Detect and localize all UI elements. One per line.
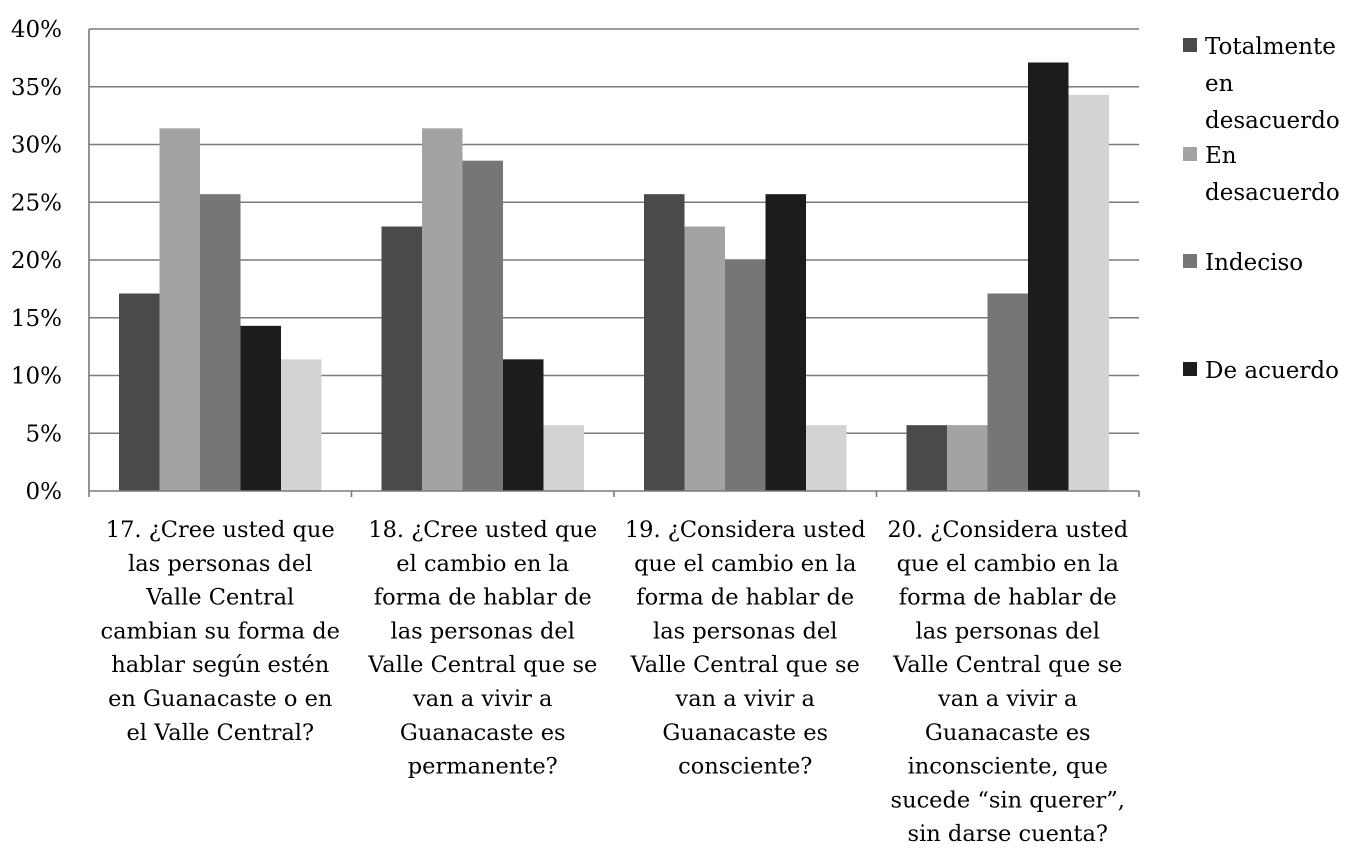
category-label: 18. ¿Cree usted que el cambio en la forma … (367, 517, 597, 780)
category-label-line: sin darse cuenta? (908, 821, 1108, 847)
category-label-line: las personas del (916, 618, 1100, 644)
category-label-line: Guanacaste es (925, 720, 1091, 746)
legend-item: Totalmente en desacuerdo (1183, 34, 1340, 134)
bar (947, 425, 988, 491)
category-label: 20. ¿Considera usted que el cambio en la f… (887, 517, 1128, 847)
axes (88, 29, 1140, 497)
y-tick-label: 20% (11, 248, 62, 274)
bar (462, 160, 503, 492)
legend-label: Indeciso (1205, 250, 1303, 276)
category-labels: 17. ¿Cree usted que las personas del Valle… (101, 517, 1129, 847)
legend-label: En desacuerdo (1205, 143, 1340, 206)
y-tick-label: 0% (26, 479, 63, 505)
legend-swatch (1183, 254, 1197, 268)
category-label-line: Valle Central (145, 585, 294, 611)
bar (543, 425, 584, 491)
legend-item: Indeciso (1183, 250, 1303, 276)
category-label-line: Valle Central que se (892, 652, 1122, 678)
category-label-line: que el cambio en la (634, 551, 856, 577)
legend-item: En desacuerdo (1183, 143, 1340, 206)
legend-label: De acuerdo (1205, 358, 1339, 384)
bar (806, 425, 847, 491)
bar (503, 359, 544, 491)
category-label-line: sucede “sin querer”, (891, 787, 1125, 813)
legend-label: Totalmente en desacuerdo (1205, 34, 1340, 134)
legend-swatch (1183, 38, 1197, 52)
category-label-line: van a vivir a (675, 686, 815, 712)
category-label-line: 18. ¿Cree usted que (368, 517, 597, 543)
category-label-line: el cambio en la (396, 551, 569, 577)
category-label-line: Guanacaste es (662, 720, 828, 746)
y-tick-label: 10% (11, 364, 62, 390)
bar (725, 260, 766, 491)
category-label-line: Valle Central que se (630, 652, 860, 678)
legend-swatch (1183, 147, 1197, 161)
category-label-line: las personas del (391, 618, 575, 644)
category-label-line: van a vivir a (937, 686, 1077, 712)
y-tick-label: 40% (11, 17, 62, 43)
category-label-line: 17. ¿Cree usted que (106, 517, 335, 543)
category-label-line: las personas del (128, 551, 312, 577)
bar (1028, 62, 1069, 492)
category-label-line: Valle Central que se (367, 652, 597, 678)
bars (119, 62, 1109, 492)
category-label-line: forma de hablar de (636, 585, 854, 611)
bar (684, 226, 725, 491)
legend-item: De acuerdo (1183, 358, 1339, 384)
legend-label-line: En (1205, 143, 1237, 169)
legend-label-line: en (1205, 71, 1234, 97)
bar (159, 128, 200, 491)
bar (644, 194, 685, 492)
category-label-line: las personas del (653, 618, 837, 644)
bar (119, 293, 160, 491)
category-label-line: van a vivir a (412, 686, 552, 712)
category-label-line: forma de hablar de (899, 585, 1117, 611)
category-label: 19. ¿Considera usted que el cambio en la f… (625, 517, 866, 780)
y-tick-label: 30% (11, 133, 62, 159)
category-label-line: en Guanacaste o en (108, 686, 332, 712)
bar (906, 425, 947, 491)
bar (765, 194, 806, 492)
legend-label-line: desacuerdo (1205, 108, 1340, 134)
legend-label-line: Indeciso (1205, 250, 1303, 276)
legend-label-line: Totalmente (1205, 34, 1336, 60)
legend: Totalmente en desacuerdo En desacuerdo Indeci… (1183, 34, 1340, 384)
category-label: 17. ¿Cree usted que las personas del Valle… (101, 517, 340, 746)
category-label-line: forma de hablar de (374, 585, 592, 611)
bar (381, 226, 422, 491)
y-axis-tick-labels: 0% 5% 10% 15% 20% 25% 30% 35% 40% (11, 17, 62, 505)
category-label-line: el Valle Central? (126, 720, 314, 746)
category-label-line: 19. ¿Considera usted (625, 517, 866, 543)
category-label-line: consciente? (678, 754, 812, 780)
bar (240, 325, 281, 491)
category-label-line: 20. ¿Considera usted (887, 517, 1128, 543)
y-tick-label: 15% (11, 306, 62, 332)
category-label-line: Guanacaste es (400, 720, 566, 746)
category-label-line: que el cambio en la (897, 551, 1119, 577)
category-label-line: hablar según estén (111, 652, 329, 678)
legend-swatch (1183, 362, 1197, 376)
category-label-line: inconsciente, que (908, 754, 1108, 780)
bar (281, 359, 322, 491)
category-label-line: cambian su forma de (101, 618, 340, 644)
bar (200, 194, 241, 492)
legend-label-line: desacuerdo (1205, 180, 1340, 206)
legend-label-line: De acuerdo (1205, 358, 1339, 384)
category-label-line: permanente? (408, 754, 558, 780)
y-tick-label: 25% (11, 190, 62, 216)
bar (422, 128, 463, 491)
y-tick-label: 5% (26, 421, 63, 447)
bar (1068, 94, 1109, 492)
y-tick-label: 35% (11, 75, 62, 101)
bar (987, 293, 1028, 491)
